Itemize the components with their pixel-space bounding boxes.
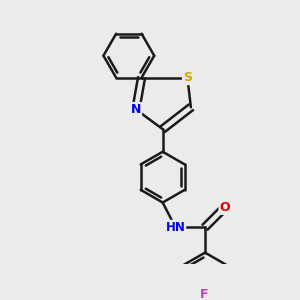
Text: F: F xyxy=(200,288,209,300)
Text: O: O xyxy=(220,201,230,214)
Text: N: N xyxy=(131,103,141,116)
Text: HN: HN xyxy=(166,221,185,234)
Text: S: S xyxy=(183,71,192,84)
